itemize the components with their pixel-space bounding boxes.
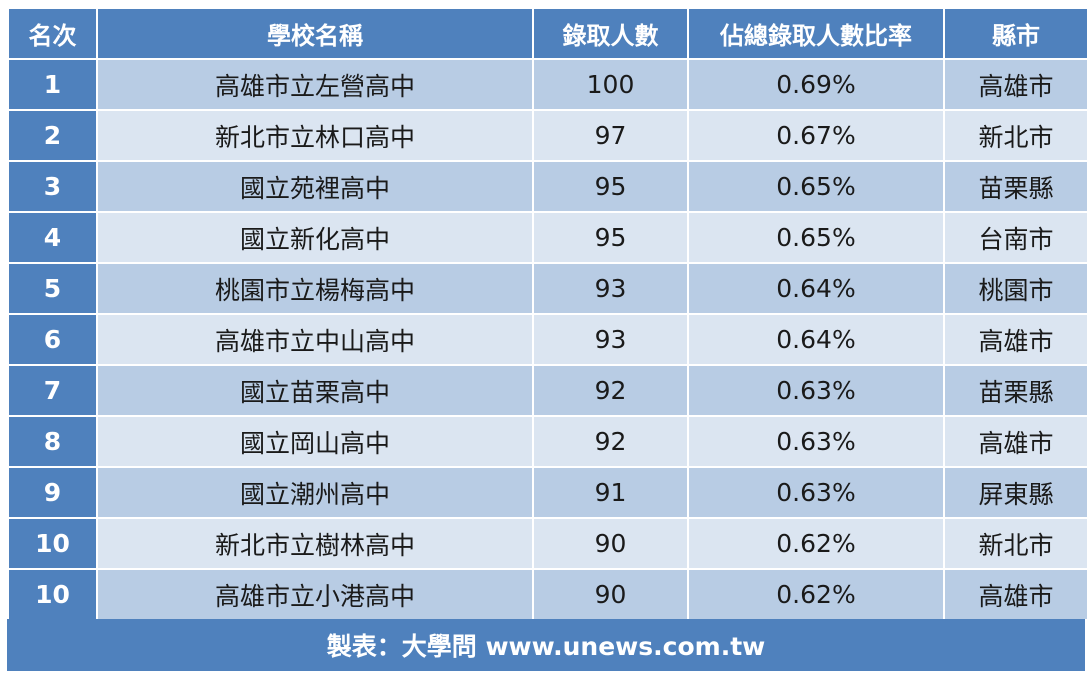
- table-row: 3 國立苑裡高中 95 0.65% 苗栗縣: [9, 162, 1087, 211]
- school-name-cell: 國立潮州高中: [98, 468, 532, 517]
- admission-ratio-cell: 0.62%: [689, 519, 943, 568]
- rank-cell: 3: [9, 162, 96, 211]
- county-city-cell: 苗栗縣: [945, 366, 1087, 415]
- admitted-count-cell: 93: [534, 315, 687, 364]
- county-city-cell: 高雄市: [945, 315, 1087, 364]
- county-city-cell: 新北市: [945, 111, 1087, 160]
- table-row: 5 桃園市立楊梅高中 93 0.64% 桃園市: [9, 264, 1087, 313]
- admission-ratio-cell: 0.67%: [689, 111, 943, 160]
- admission-ratio-cell: 0.64%: [689, 315, 943, 364]
- school-name-cell: 高雄市立左營高中: [98, 60, 532, 109]
- header-county-city: 縣市: [945, 9, 1087, 58]
- school-name-cell: 國立新化高中: [98, 213, 532, 262]
- admission-ratio-cell: 0.64%: [689, 264, 943, 313]
- admitted-count-cell: 92: [534, 366, 687, 415]
- table-row: 8 國立岡山高中 92 0.63% 高雄市: [9, 417, 1087, 466]
- admitted-count-cell: 90: [534, 570, 687, 619]
- school-name-cell: 國立苗栗高中: [98, 366, 532, 415]
- county-city-cell: 桃園市: [945, 264, 1087, 313]
- admission-ratio-cell: 0.62%: [689, 570, 943, 619]
- rank-cell: 6: [9, 315, 96, 364]
- header-admitted-count: 錄取人數: [534, 9, 687, 58]
- admitted-count-cell: 95: [534, 213, 687, 262]
- admitted-count-cell: 91: [534, 468, 687, 517]
- school-name-cell: 高雄市立中山高中: [98, 315, 532, 364]
- table-row: 1 高雄市立左營高中 100 0.69% 高雄市: [9, 60, 1087, 109]
- county-city-cell: 台南市: [945, 213, 1087, 262]
- admission-ratio-cell: 0.63%: [689, 417, 943, 466]
- county-city-cell: 新北市: [945, 519, 1087, 568]
- school-name-cell: 國立苑裡高中: [98, 162, 532, 211]
- admitted-count-cell: 90: [534, 519, 687, 568]
- table-header-row: 名次 學校名稱 錄取人數 佔總錄取人數比率 縣市: [9, 9, 1087, 58]
- county-city-cell: 屏東縣: [945, 468, 1087, 517]
- admitted-count-cell: 100: [534, 60, 687, 109]
- table-row: 6 高雄市立中山高中 93 0.64% 高雄市: [9, 315, 1087, 364]
- header-school-name: 學校名稱: [98, 9, 532, 58]
- admitted-count-cell: 95: [534, 162, 687, 211]
- ranking-table-frame: 名次 學校名稱 錄取人數 佔總錄取人數比率 縣市 1 高雄市立左營高中 100 …: [7, 7, 1087, 671]
- table-row: 7 國立苗栗高中 92 0.63% 苗栗縣: [9, 366, 1087, 415]
- table-row: 9 國立潮州高中 91 0.63% 屏東縣: [9, 468, 1087, 517]
- table-row: 4 國立新化高中 95 0.65% 台南市: [9, 213, 1087, 262]
- rank-cell: 2: [9, 111, 96, 160]
- county-city-cell: 高雄市: [945, 570, 1087, 619]
- header-rank: 名次: [9, 9, 96, 58]
- admitted-count-cell: 93: [534, 264, 687, 313]
- rank-cell: 9: [9, 468, 96, 517]
- admission-ratio-cell: 0.65%: [689, 162, 943, 211]
- admission-ratio-cell: 0.69%: [689, 60, 943, 109]
- admission-ratio-cell: 0.65%: [689, 213, 943, 262]
- ranking-table: 名次 學校名稱 錄取人數 佔總錄取人數比率 縣市 1 高雄市立左營高中 100 …: [7, 7, 1089, 621]
- county-city-cell: 高雄市: [945, 60, 1087, 109]
- admission-ratio-cell: 0.63%: [689, 468, 943, 517]
- source-footer: 製表：大學問 www.unews.com.tw: [7, 619, 1085, 671]
- rank-cell: 10: [9, 519, 96, 568]
- rank-cell: 7: [9, 366, 96, 415]
- rank-cell: 8: [9, 417, 96, 466]
- table-row: 10 高雄市立小港高中 90 0.62% 高雄市: [9, 570, 1087, 619]
- school-name-cell: 新北市立樹林高中: [98, 519, 532, 568]
- school-name-cell: 國立岡山高中: [98, 417, 532, 466]
- rank-cell: 10: [9, 570, 96, 619]
- admitted-count-cell: 97: [534, 111, 687, 160]
- table-row: 10 新北市立樹林高中 90 0.62% 新北市: [9, 519, 1087, 568]
- table-row: 2 新北市立林口高中 97 0.67% 新北市: [9, 111, 1087, 160]
- school-name-cell: 高雄市立小港高中: [98, 570, 532, 619]
- rank-cell: 4: [9, 213, 96, 262]
- source-credit: 製表：大學問 www.unews.com.tw: [326, 632, 766, 661]
- county-city-cell: 苗栗縣: [945, 162, 1087, 211]
- school-name-cell: 新北市立林口高中: [98, 111, 532, 160]
- rank-cell: 1: [9, 60, 96, 109]
- school-name-cell: 桃園市立楊梅高中: [98, 264, 532, 313]
- admission-ratio-cell: 0.63%: [689, 366, 943, 415]
- admitted-count-cell: 92: [534, 417, 687, 466]
- header-admission-ratio: 佔總錄取人數比率: [689, 9, 943, 58]
- county-city-cell: 高雄市: [945, 417, 1087, 466]
- rank-cell: 5: [9, 264, 96, 313]
